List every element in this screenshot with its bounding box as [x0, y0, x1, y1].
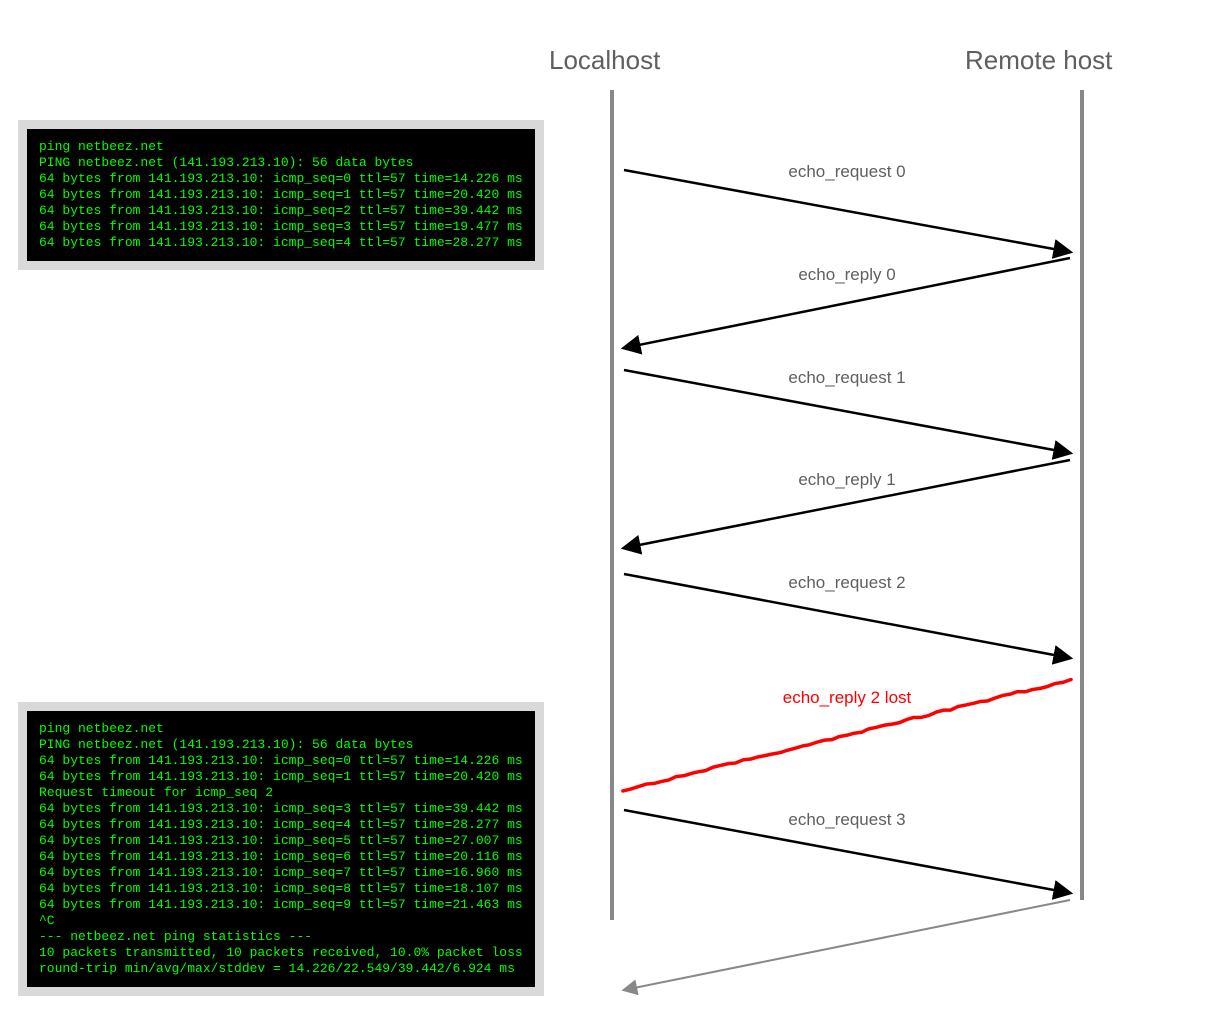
message-label: echo_reply 1: [757, 470, 937, 490]
message-label: echo_request 0: [757, 162, 937, 182]
message-label: echo_request 3: [757, 810, 937, 830]
message-arrow: [624, 170, 1070, 252]
message-label: echo_reply 2 lost: [757, 688, 937, 708]
message-label: echo_request 1: [757, 368, 937, 388]
message-arrow-faded: [624, 900, 1070, 990]
message-label: echo_reply 0: [757, 265, 937, 285]
message-label: echo_request 2: [757, 573, 937, 593]
sequence-diagram: [0, 0, 1216, 1010]
